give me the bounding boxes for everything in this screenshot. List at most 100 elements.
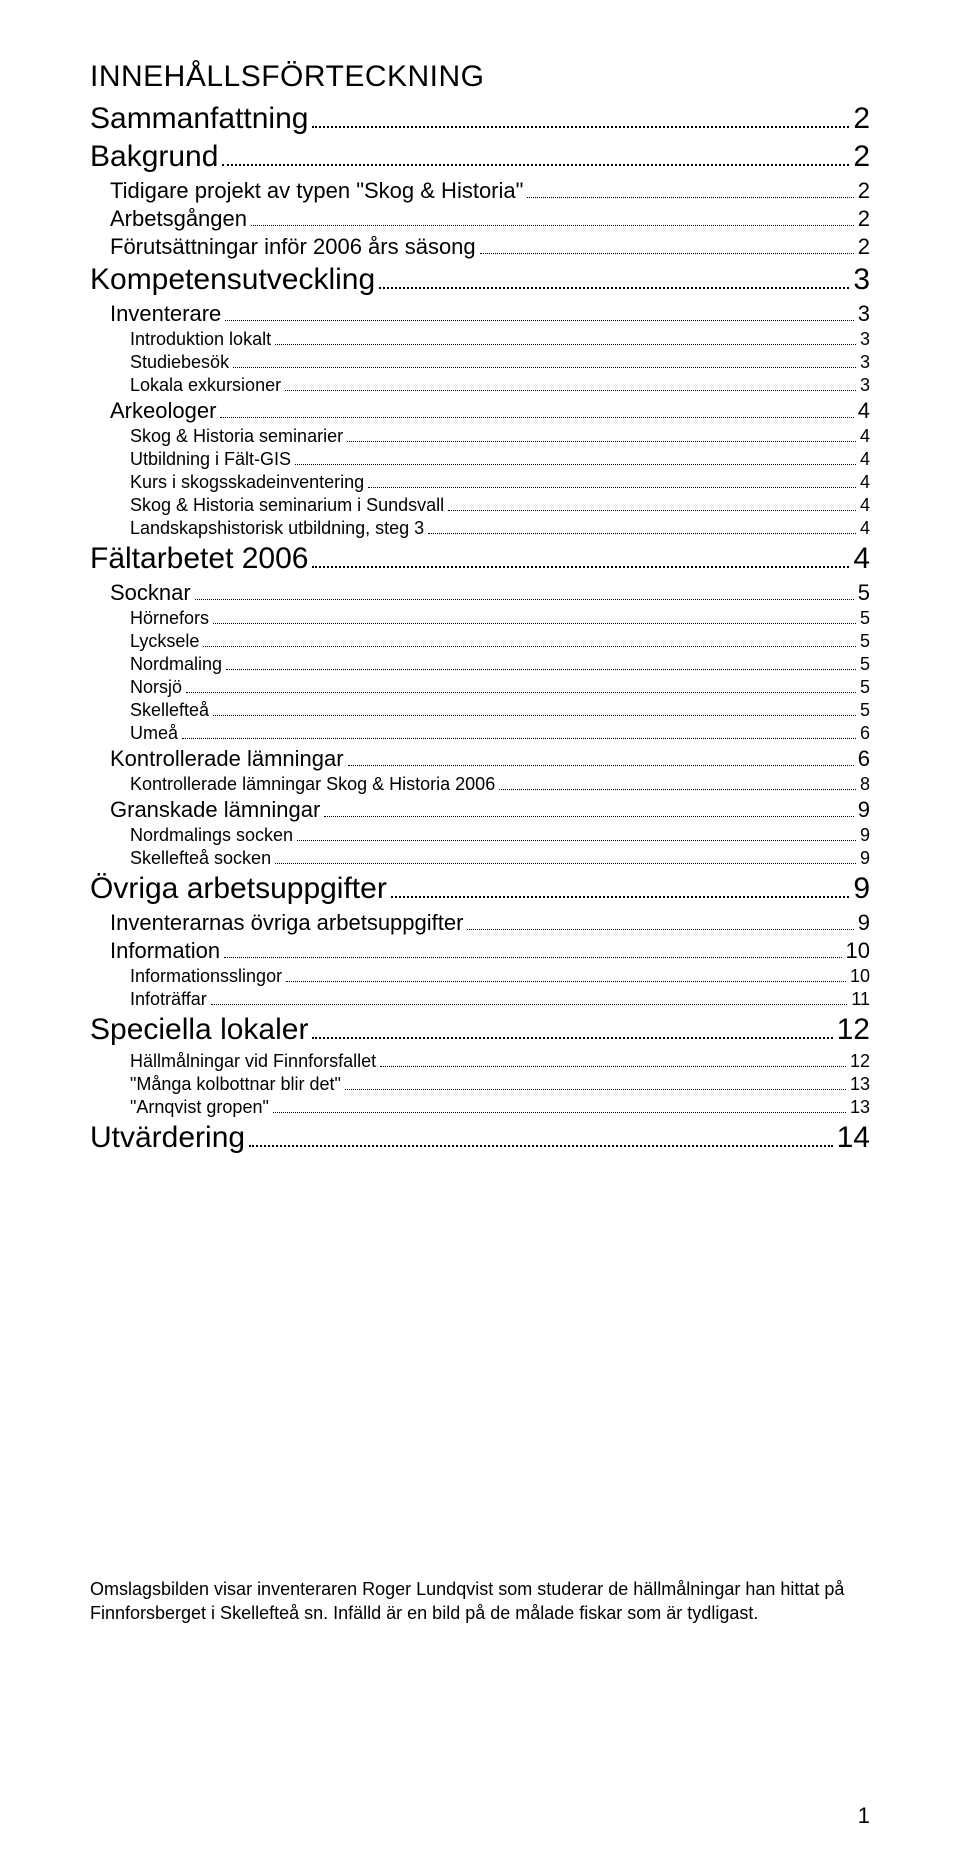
toc-entry-label: Förutsättningar inför 2006 års säsong [110,233,476,261]
toc-entry-page: 12 [850,1050,870,1073]
toc-entry-label: Bakgrund [90,138,218,176]
toc-leader-dots [251,210,854,226]
toc-entry-page: 14 [837,1119,870,1157]
toc-entry: Skellefteå socken 9 [90,847,870,870]
toc-entry-label: Infoträffar [130,988,207,1011]
toc-entry: Nordmalings socken 9 [90,824,870,847]
toc-entry: Kurs i skogsskadeinventering 4 [90,471,870,494]
toc-entry-label: Lycksele [130,630,199,653]
toc-leader-dots [226,656,856,670]
toc-leader-dots [380,1053,846,1067]
toc-leader-dots [324,801,853,817]
toc-entry-page: 2 [858,177,870,205]
toc-entry: Information 10 [90,937,870,965]
toc-leader-dots [273,1099,846,1113]
toc-leader-dots [211,991,848,1005]
toc-leader-dots [275,331,856,345]
toc-entry-label: Arbetsgången [110,205,247,233]
toc-entry-label: Utvärdering [90,1119,245,1157]
toc-entry-label: Inventerarnas övriga arbetsuppgifter [110,909,463,937]
toc-entry-page: 4 [860,425,870,448]
toc-leader-dots [312,1016,832,1039]
toc-entry-label: "Arnqvist gropen" [130,1096,269,1119]
toc-entry: Granskade lämningar 9 [90,796,870,824]
toc-entry-label: Nordmalings socken [130,824,293,847]
toc-leader-dots [312,105,849,128]
toc-title: INNEHÅLLSFÖRTECKNING [90,60,870,94]
cover-image-caption: Omslagsbilden visar inventeraren Roger L… [90,1577,870,1626]
toc-entry: Speciella lokaler 12 [90,1011,870,1049]
toc-entry: Hällmålningar vid Finnforsfallet 12 [90,1050,870,1073]
toc-entry-page: 5 [860,676,870,699]
table-of-contents: Sammanfattning 2Bakgrund 2Tidigare proje… [90,100,870,1157]
toc-entry-page: 10 [846,937,870,965]
toc-entry-page: 10 [850,965,870,988]
toc-entry-label: Fältarbetet 2006 [90,540,308,578]
toc-leader-dots [295,451,856,465]
toc-leader-dots [348,750,854,766]
toc-entry-label: Skellefteå [130,699,209,722]
toc-entry-page: 2 [858,205,870,233]
toc-leader-dots [222,143,849,166]
toc-leader-dots [391,875,849,898]
toc-entry-page: 4 [860,517,870,540]
toc-entry: Utvärdering 14 [90,1119,870,1157]
toc-entry-label: Socknar [110,579,191,607]
toc-entry-label: Information [110,937,220,965]
toc-entry: Fältarbetet 2006 4 [90,540,870,578]
toc-entry-page: 4 [853,540,870,578]
toc-entry-page: 13 [850,1073,870,1096]
toc-entry-label: Kontrollerade lämningar [110,745,344,773]
toc-entry-page: 5 [858,579,870,607]
toc-entry: Kompetensutveckling 3 [90,261,870,299]
toc-entry-page: 5 [860,653,870,676]
toc-entry-page: 12 [837,1011,870,1049]
toc-entry-page: 3 [860,328,870,351]
toc-leader-dots [233,354,856,368]
toc-entry-page: 5 [860,699,870,722]
toc-entry: Kontrollerade lämningar 6 [90,745,870,773]
toc-leader-dots [379,266,849,289]
toc-entry: Socknar 5 [90,579,870,607]
toc-leader-dots [213,610,856,624]
toc-entry: Landskapshistorisk utbildning, steg 3 4 [90,517,870,540]
toc-entry: Informationsslingor 10 [90,965,870,988]
toc-entry-label: Kurs i skogsskadeinventering [130,471,364,494]
toc-leader-dots [368,475,856,489]
toc-entry: Skellefteå 5 [90,699,870,722]
toc-leader-dots [224,942,841,958]
toc-entry-page: 9 [860,847,870,870]
toc-leader-dots [182,725,856,739]
toc-entry-page: 9 [858,796,870,824]
toc-entry-page: 3 [858,300,870,328]
toc-entry: Skog & Historia seminarier 4 [90,425,870,448]
toc-entry-page: 3 [860,374,870,397]
toc-entry-label: Hörnefors [130,607,209,630]
toc-leader-dots [499,777,856,791]
toc-entry: "Arnqvist gropen" 13 [90,1096,870,1119]
toc-entry-page: 13 [850,1096,870,1119]
toc-entry-label: Utbildning i Fält-GIS [130,448,291,471]
toc-entry: Arbetsgången 2 [90,205,870,233]
toc-leader-dots [448,498,856,512]
toc-entry: Förutsättningar inför 2006 års säsong 2 [90,233,870,261]
toc-leader-dots [428,521,856,535]
toc-leader-dots [345,1076,846,1090]
toc-entry: Bakgrund 2 [90,138,870,176]
toc-entry-label: Tidigare projekt av typen "Skog & Histor… [110,177,523,205]
toc-leader-dots [186,679,856,693]
toc-entry-page: 6 [858,745,870,773]
toc-entry: "Många kolbottnar blir det" 13 [90,1073,870,1096]
toc-leader-dots [203,633,856,647]
toc-entry-label: Informationsslingor [130,965,282,988]
toc-leader-dots [480,238,854,254]
toc-entry: Nordmaling 5 [90,653,870,676]
toc-entry-label: Sammanfattning [90,100,308,138]
toc-entry-label: Inventerare [110,300,221,328]
toc-entry: Tidigare projekt av typen "Skog & Histor… [90,177,870,205]
toc-entry-page: 6 [860,722,870,745]
toc-entry-label: Nordmaling [130,653,222,676]
toc-entry-label: Skog & Historia seminarium i Sundsvall [130,494,444,517]
toc-entry-page: 4 [860,448,870,471]
toc-leader-dots [347,428,856,442]
